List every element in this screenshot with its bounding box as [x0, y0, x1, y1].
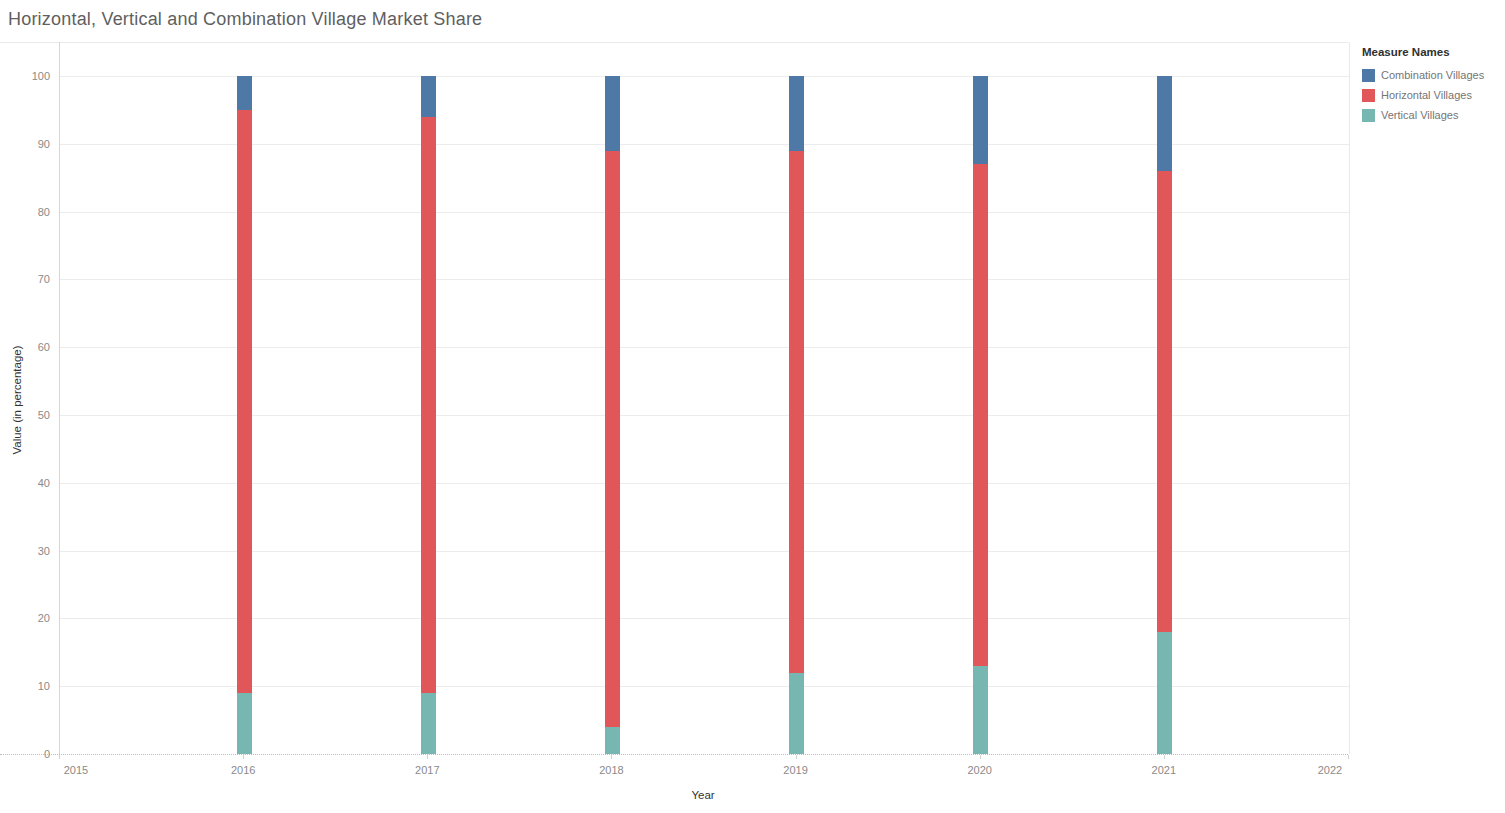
x-tick-mark [59, 755, 60, 759]
gridline [60, 76, 1349, 77]
x-tick-label: 2018 [581, 764, 641, 776]
x-tick-label: 2017 [397, 764, 457, 776]
x-tick-label: 2015 [46, 764, 106, 776]
x-axis-title: Year [403, 789, 1003, 801]
bar-segment-combination-villages[interactable] [1157, 76, 1172, 171]
y-tick-label: 0 [16, 748, 50, 760]
gridline [60, 483, 1349, 484]
legend-item-label: Combination Villages [1381, 69, 1484, 81]
gridline [60, 686, 1349, 687]
x-tick-mark [611, 755, 612, 759]
gridline [60, 618, 1349, 619]
y-tick-label: 50 [16, 409, 50, 421]
bar-segment-horizontal-villages[interactable] [421, 117, 436, 693]
x-axis-line [0, 754, 1348, 755]
gridline [60, 212, 1349, 213]
gridline [60, 279, 1349, 280]
legend-item-vertical-villages[interactable]: Vertical Villages [1362, 105, 1502, 125]
bar-segment-horizontal-villages[interactable] [605, 151, 620, 727]
legend-item-combination-villages[interactable]: Combination Villages [1362, 65, 1502, 85]
x-tick-mark [796, 755, 797, 759]
gridline [60, 415, 1349, 416]
x-tick-label: 2021 [1134, 764, 1194, 776]
x-tick-mark [243, 755, 244, 759]
bar-segment-vertical-villages[interactable] [605, 727, 620, 754]
bar-segment-horizontal-villages[interactable] [789, 151, 804, 673]
bar-segment-vertical-villages[interactable] [1157, 632, 1172, 754]
dashboard: { "title": "Horizontal, Vertical and Com… [0, 0, 1505, 813]
plot-area [59, 42, 1350, 754]
gridline [60, 347, 1349, 348]
horizontal-villages-swatch-icon [1362, 89, 1375, 102]
y-tick-label: 100 [16, 70, 50, 82]
bar-segment-vertical-villages[interactable] [973, 666, 988, 754]
x-tick-mark [1164, 755, 1165, 759]
gridline [60, 144, 1349, 145]
legend-item-label: Horizontal Villages [1381, 89, 1472, 101]
bar-segment-combination-villages[interactable] [973, 76, 988, 164]
legend: Measure Names Combination Villages Horizo… [1362, 46, 1502, 125]
bar-segment-combination-villages[interactable] [789, 76, 804, 151]
legend-title: Measure Names [1362, 46, 1502, 58]
bar-segment-combination-villages[interactable] [421, 76, 436, 117]
y-tick-label: 20 [16, 612, 50, 624]
x-tick-label: 2022 [1300, 764, 1360, 776]
bar-segment-vertical-villages[interactable] [789, 673, 804, 754]
legend-rows: Combination Villages Horizontal Villages V… [1362, 65, 1502, 125]
x-tick-mark [980, 755, 981, 759]
y-tick-label: 90 [16, 138, 50, 150]
y-tick-label: 70 [16, 273, 50, 285]
chart-title: Horizontal, Vertical and Combination Vil… [8, 9, 482, 30]
legend-item-horizontal-villages[interactable]: Horizontal Villages [1362, 85, 1502, 105]
x-tick-mark [1348, 755, 1349, 759]
x-tick-label: 2016 [213, 764, 273, 776]
x-tick-mark [427, 755, 428, 759]
bar-segment-combination-villages[interactable] [237, 76, 252, 110]
y-tick-label: 60 [16, 341, 50, 353]
bar-segment-vertical-villages[interactable] [237, 693, 252, 754]
y-tick-label: 80 [16, 206, 50, 218]
combination-villages-swatch-icon [1362, 69, 1375, 82]
gridline [60, 551, 1349, 552]
bar-segment-horizontal-villages[interactable] [1157, 171, 1172, 632]
y-axis-title: Value (in percentage) [11, 345, 23, 454]
x-tick-label: 2020 [950, 764, 1010, 776]
y-tick-label: 30 [16, 545, 50, 557]
vertical-villages-swatch-icon [1362, 109, 1375, 122]
bar-segment-vertical-villages[interactable] [421, 693, 436, 754]
bar-segment-horizontal-villages[interactable] [973, 164, 988, 666]
legend-item-label: Vertical Villages [1381, 109, 1458, 121]
x-tick-label: 2019 [766, 764, 826, 776]
bar-segment-combination-villages[interactable] [605, 76, 620, 151]
y-tick-label: 10 [16, 680, 50, 692]
y-tick-label: 40 [16, 477, 50, 489]
bar-segment-horizontal-villages[interactable] [237, 110, 252, 693]
